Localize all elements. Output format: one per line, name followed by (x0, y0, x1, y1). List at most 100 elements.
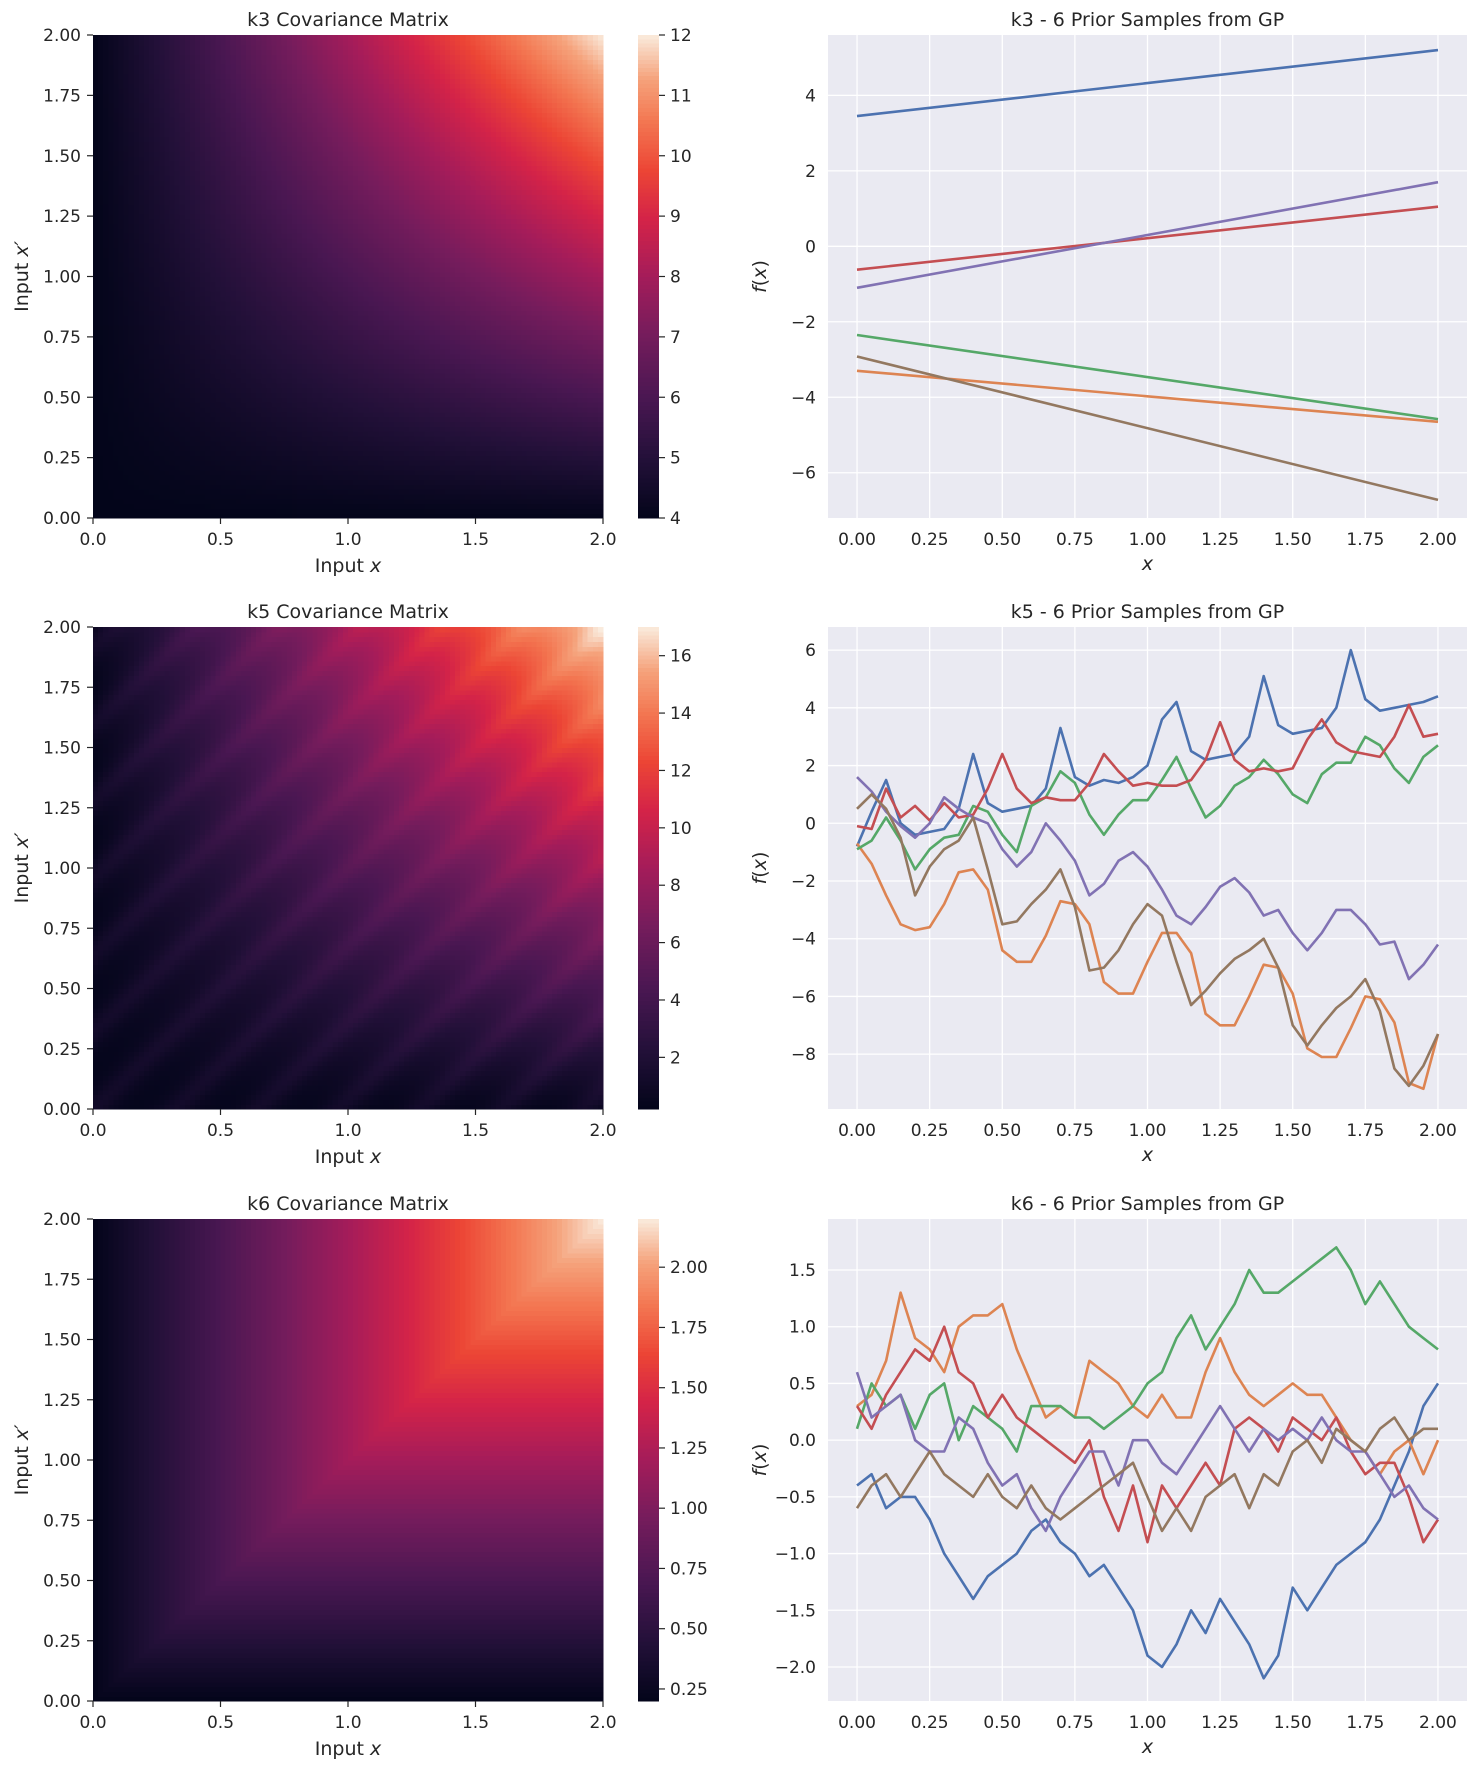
heatmap-cell (93, 127, 99, 132)
heatmap-cell (236, 49, 242, 54)
heatmap-cell (261, 504, 267, 509)
heatmap-cell (241, 194, 247, 199)
heatmap-cell (328, 122, 334, 127)
heatmap-cell (323, 315, 329, 320)
heatmap-cell (108, 262, 114, 267)
heatmap-cell (277, 272, 283, 277)
heatmap-cell (124, 35, 130, 40)
heatmap-cell (312, 508, 318, 513)
heatmap-cell (256, 243, 262, 248)
heatmap-cell (292, 267, 298, 272)
heatmap-cell (256, 499, 262, 504)
heatmap-cell (119, 421, 125, 426)
heatmap-cell (139, 35, 145, 40)
heatmap-cell (139, 392, 145, 397)
heatmap-cell (241, 359, 247, 364)
heatmap-cell (277, 112, 283, 117)
heatmap-cell (175, 296, 181, 301)
heatmap-cell (164, 93, 170, 98)
heatmap-cell (328, 465, 334, 470)
heatmap-cell (180, 161, 186, 166)
heatmap-cell (282, 296, 288, 301)
heatmap-cell (190, 465, 196, 470)
heatmap-cell (261, 465, 267, 470)
heatmap-cell (103, 475, 109, 480)
heatmap-cell (93, 93, 99, 98)
heatmap-cell (205, 494, 211, 499)
heatmap-cell (164, 320, 170, 325)
heatmap-cell (93, 412, 99, 417)
heatmap-cell (113, 151, 119, 156)
heatmap-cell (221, 286, 227, 291)
heatmap-cell (170, 272, 176, 277)
heatmap-cell (312, 359, 318, 364)
heatmap-cell (246, 209, 252, 214)
heatmap-cell (119, 136, 125, 141)
heatmap-cell (119, 470, 125, 475)
heatmap-cell (287, 49, 293, 54)
heatmap-cell (200, 407, 206, 412)
heatmap-cell (200, 54, 206, 59)
heatmap-cell (292, 277, 298, 282)
heatmap-cell (149, 59, 155, 64)
heatmap-cell (195, 465, 201, 470)
heatmap-cell (205, 93, 211, 98)
heatmap-cell (129, 305, 135, 310)
heatmap-cell (159, 310, 165, 315)
heatmap-cell (175, 252, 181, 257)
heatmap-cell (292, 397, 298, 402)
heatmap-cell (317, 59, 323, 64)
heatmap-cell (139, 315, 145, 320)
heatmap-cell (93, 417, 99, 422)
heatmap-cell (236, 238, 242, 243)
heatmap-cell (170, 64, 176, 69)
heatmap-cell (323, 508, 329, 513)
heatmap-cell (226, 257, 232, 262)
heatmap-cell (175, 64, 181, 69)
heatmap-cell (124, 199, 130, 204)
heatmap-cell (159, 412, 165, 417)
heatmap-cell (119, 146, 125, 151)
heatmap-cell (185, 170, 191, 175)
heatmap-cell (139, 45, 145, 50)
heatmap-cell (236, 320, 242, 325)
heatmap-cell (164, 513, 170, 518)
heatmap-cell (159, 248, 165, 253)
heatmap-cell (277, 141, 283, 146)
heatmap-cell (231, 378, 237, 383)
heatmap-cell (190, 504, 196, 509)
heatmap-cell (241, 209, 247, 214)
heatmap-cell (292, 412, 298, 417)
heatmap-cell (323, 421, 329, 426)
heatmap-cell (282, 194, 288, 199)
heatmap-cell (134, 233, 140, 238)
heatmap-cell (129, 64, 135, 69)
heatmap-cell (144, 412, 150, 417)
heatmap-cell (256, 421, 262, 426)
heatmap-cell (113, 402, 119, 407)
heatmap-cell (93, 156, 99, 161)
heatmap-cell (134, 127, 140, 132)
heatmap-cell (297, 35, 303, 40)
heatmap-cell (170, 233, 176, 238)
heatmap-cell (164, 136, 170, 141)
heatmap-cell (292, 455, 298, 460)
heatmap-cell (149, 339, 155, 344)
heatmap-cell (164, 484, 170, 489)
heatmap-cell (154, 277, 160, 282)
heatmap-cell (323, 103, 329, 108)
heatmap-cell (323, 291, 329, 296)
heatmap-cell (266, 45, 272, 50)
heatmap-cell (129, 455, 135, 460)
heatmap-cell (113, 334, 119, 339)
heatmap-cell (272, 397, 278, 402)
heatmap-cell (139, 320, 145, 325)
heatmap-cell (226, 450, 232, 455)
heatmap-cell (231, 190, 237, 195)
heatmap-cell (256, 185, 262, 190)
heatmap-cell (205, 238, 211, 243)
heatmap-cell (317, 136, 323, 141)
heatmap-cell (93, 78, 99, 83)
heatmap-cell (297, 272, 303, 277)
heatmap-cell (226, 83, 232, 88)
